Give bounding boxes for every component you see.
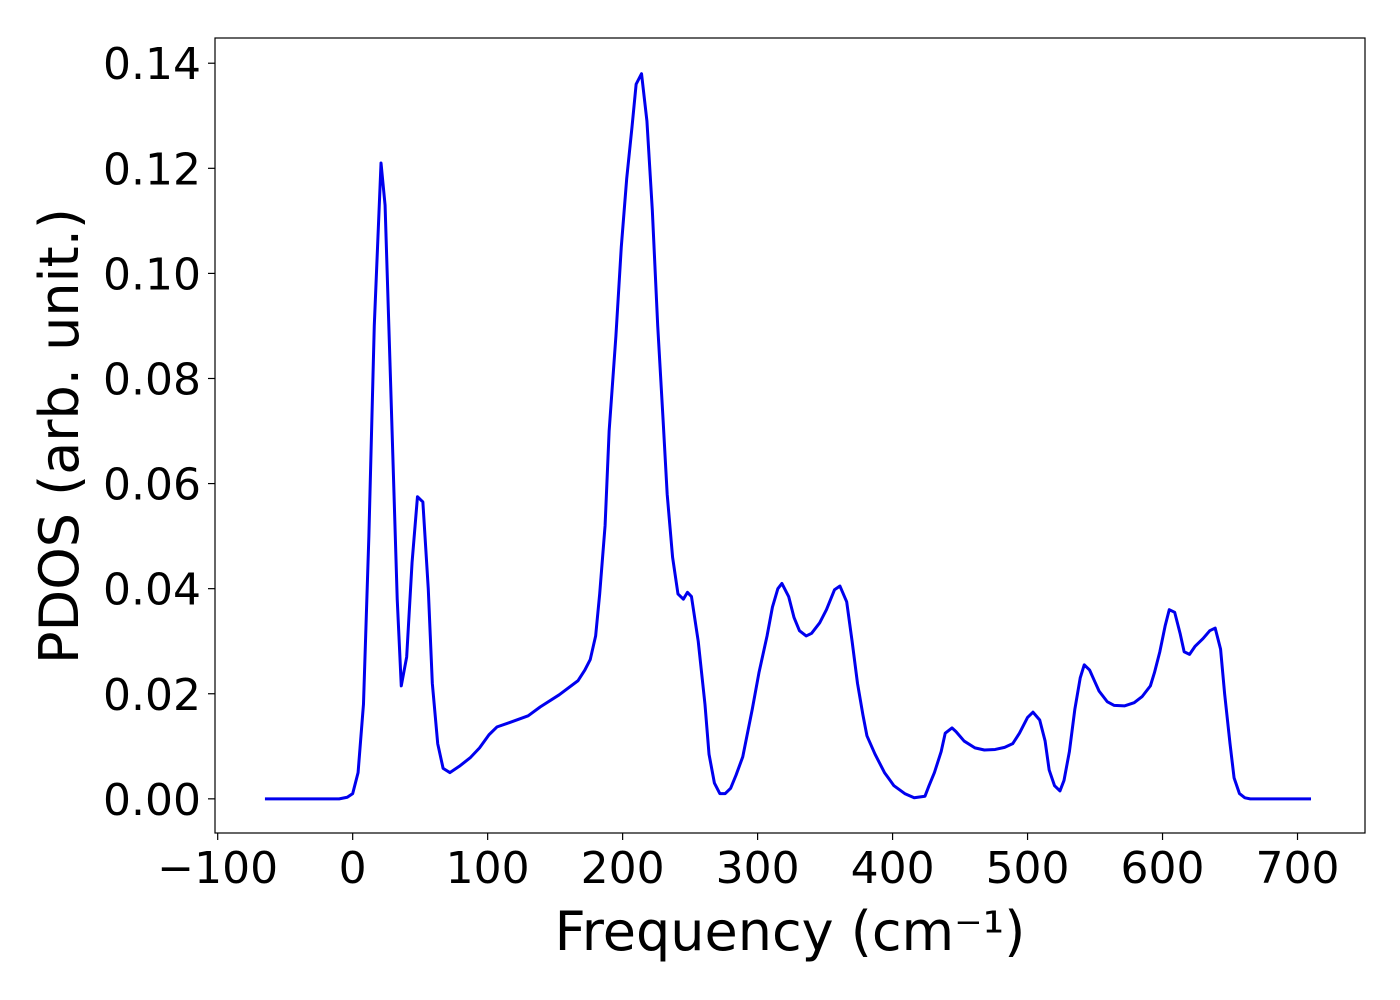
y-tick-label: 0.14 xyxy=(103,39,201,90)
x-axis-label: Frequency (cm⁻¹) xyxy=(555,900,1026,963)
x-tick-label: −100 xyxy=(157,843,278,894)
y-axis-label: PDOS (arb. unit.) xyxy=(28,208,91,664)
x-tick-label: 600 xyxy=(1121,843,1205,894)
x-tick-label: 400 xyxy=(851,843,935,894)
x-tick-label: 300 xyxy=(716,843,800,894)
y-tick-label: 0.10 xyxy=(103,249,201,300)
y-tick-label: 0.04 xyxy=(103,565,201,616)
y-tick-label: 0.06 xyxy=(103,460,201,511)
y-tick-label: 0.08 xyxy=(103,354,201,405)
x-tick-label: 500 xyxy=(986,843,1070,894)
plot-frame xyxy=(214,37,1366,834)
y-tick-label: 0.12 xyxy=(103,144,201,195)
y-tick-label: 0.02 xyxy=(103,670,201,721)
y-tick-label: 0.00 xyxy=(103,775,201,826)
x-tick-label: 0 xyxy=(339,843,367,894)
data-line xyxy=(264,72,1312,801)
x-tick-label: 100 xyxy=(446,843,530,894)
x-tick-label: 700 xyxy=(1256,843,1340,894)
x-tick-label: 200 xyxy=(581,843,665,894)
